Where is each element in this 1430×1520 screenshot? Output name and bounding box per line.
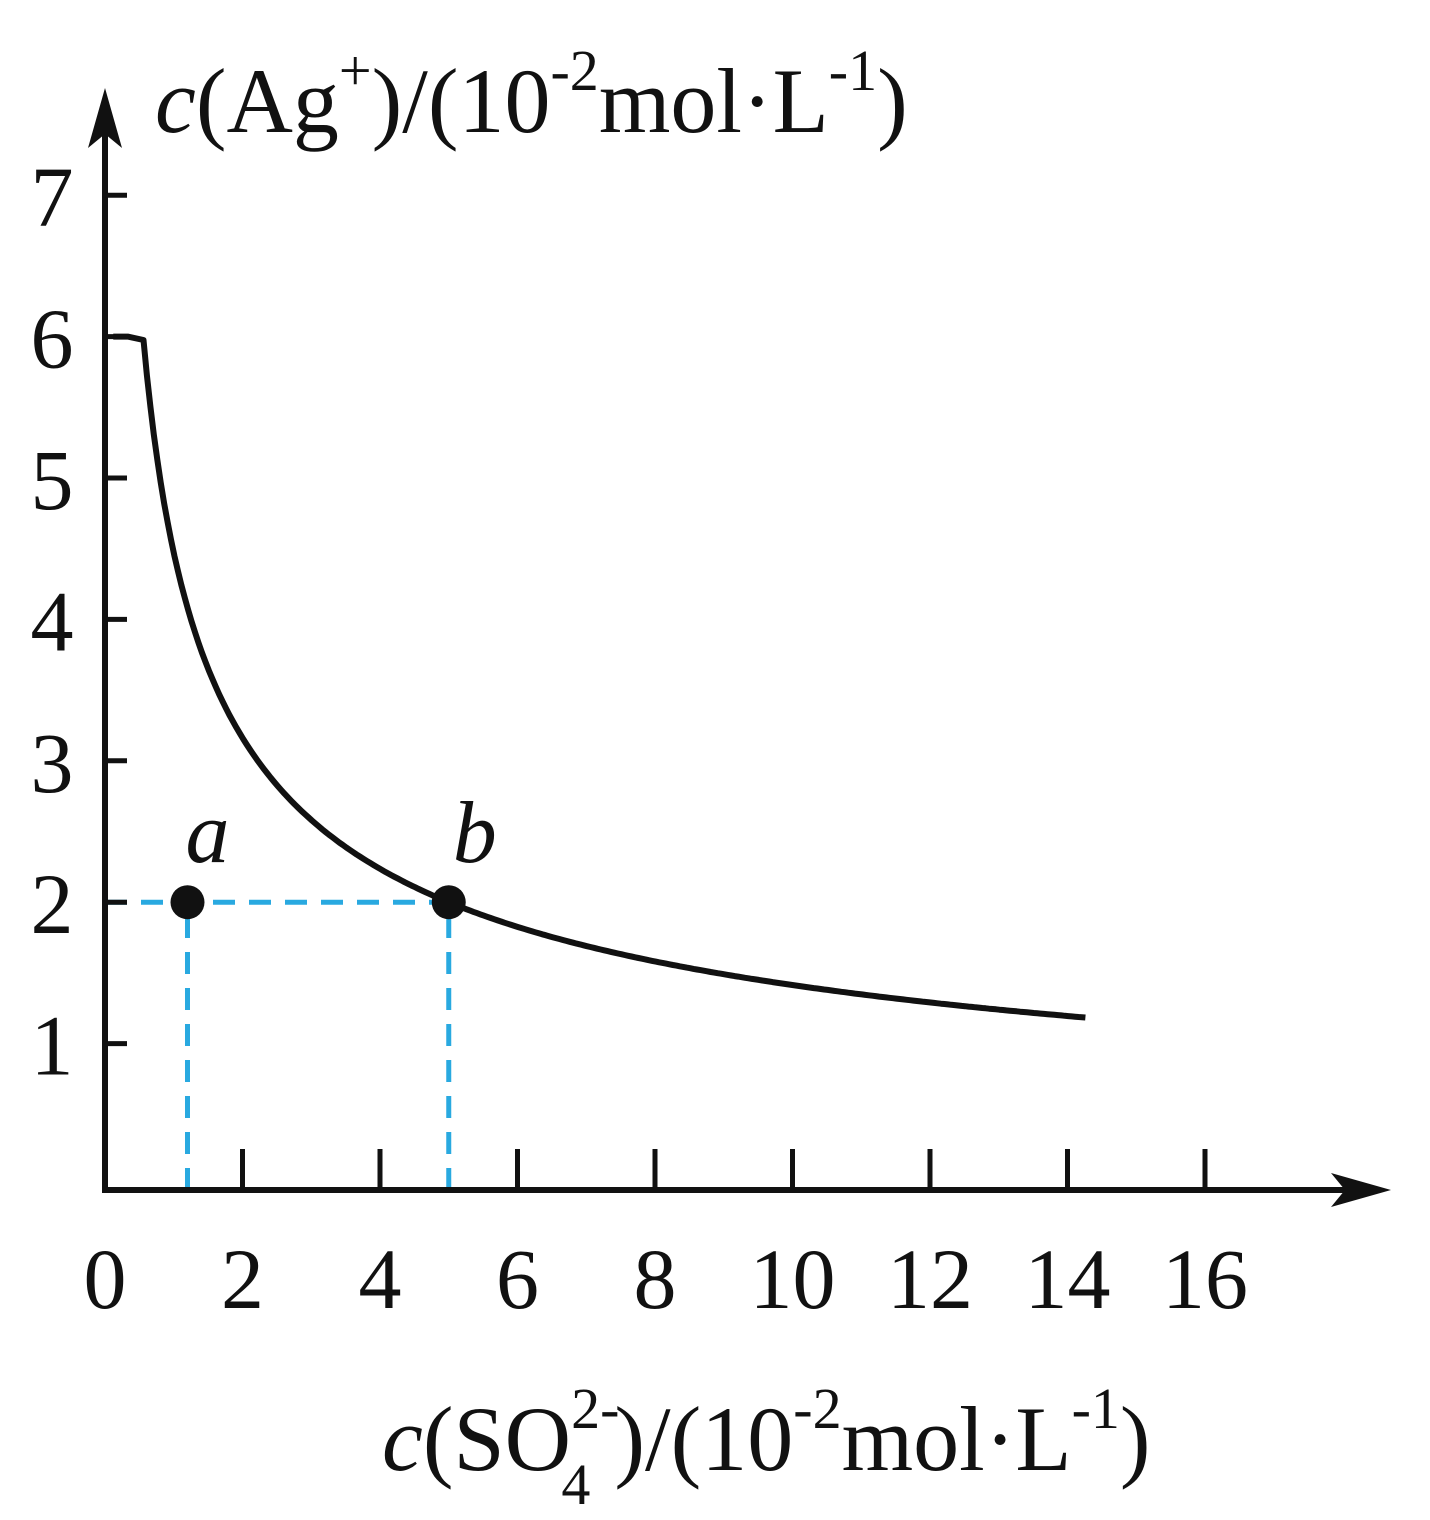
x-axis-title: c(SO2-4)/(10-2mol·L-1) <box>382 1376 1151 1517</box>
curve <box>113 333 1086 1021</box>
x-tick-label: 16 <box>1162 1231 1248 1327</box>
point-b <box>431 885 466 920</box>
y-tick-label: 7 <box>31 149 74 245</box>
x-tick-label: 12 <box>887 1231 973 1327</box>
y-tick-label: 6 <box>31 291 74 387</box>
y-tick-label: 3 <box>31 715 74 811</box>
x-axis-arrow <box>1331 1173 1391 1207</box>
x-tick-label: 0 <box>84 1231 127 1327</box>
y-axis-arrow <box>88 88 122 148</box>
x-tick-label: 4 <box>359 1231 402 1327</box>
y-tick-label: 1 <box>31 998 74 1094</box>
y-axis-title: c(Ag+)/(10-2mol·L-1) <box>155 38 908 152</box>
x-tick-label: 10 <box>750 1231 836 1327</box>
axes <box>88 88 1391 1207</box>
point-label-a: a <box>186 785 230 882</box>
x-tick-label: 14 <box>1025 1231 1111 1327</box>
point-a <box>170 885 205 920</box>
x-tick-label: 8 <box>634 1231 677 1327</box>
y-tick-label: 4 <box>31 573 74 669</box>
point-label-b: b <box>453 785 497 882</box>
y-tick-label: 2 <box>31 856 74 952</box>
y-tick-label: 5 <box>31 432 74 528</box>
x-tick-label: 2 <box>221 1231 264 1327</box>
guide-lines <box>105 899 452 1190</box>
solubility-curve <box>113 333 1086 1021</box>
x-tick-label: 6 <box>496 1231 539 1327</box>
